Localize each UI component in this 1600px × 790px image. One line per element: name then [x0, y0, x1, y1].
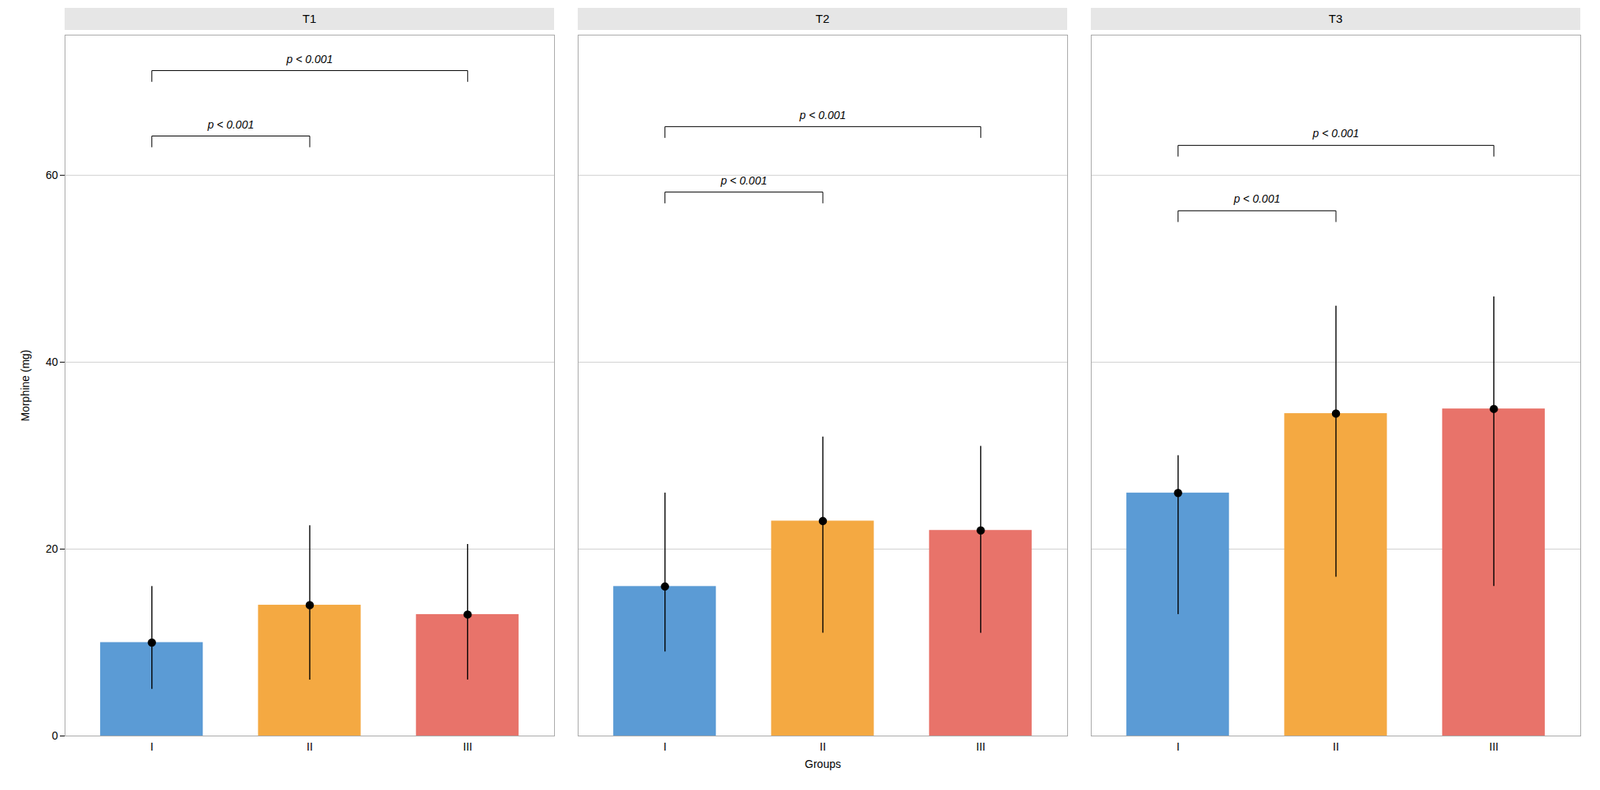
svg-text:p < 0.001: p < 0.001 — [1312, 126, 1360, 140]
html-text:T2: T2 — [815, 11, 830, 26]
svg-text:III: III — [975, 740, 986, 753]
svg-text:p < 0.001: p < 0.001 — [206, 118, 254, 131]
svg-text:II: II — [306, 740, 313, 753]
svg-text:Groups: Groups — [804, 757, 841, 771]
svg-text:60: 60 — [45, 168, 59, 182]
svg-text:I: I — [663, 740, 667, 753]
svg-text:0: 0 — [52, 729, 59, 742]
svg-text:20: 20 — [45, 542, 59, 555]
html-text:T3: T3 — [1328, 11, 1343, 26]
svg-text:II: II — [1332, 740, 1340, 753]
svg-text:II: II — [819, 740, 827, 753]
svg-text:Morphine (mg): Morphine (mg) — [18, 349, 32, 421]
svg-text:p < 0.001: p < 0.001 — [286, 52, 334, 66]
svg-text:I: I — [150, 740, 154, 753]
svg-text:I: I — [1176, 740, 1180, 753]
svg-text:p < 0.001: p < 0.001 — [799, 108, 847, 122]
svg-text:III: III — [462, 740, 473, 753]
svg-text:III: III — [1488, 740, 1499, 753]
svg-text:p < 0.001: p < 0.001 — [1232, 192, 1280, 205]
svg-text:p < 0.001: p < 0.001 — [719, 174, 767, 187]
svg-text:40: 40 — [45, 355, 59, 369]
html-text:T1: T1 — [302, 11, 317, 26]
